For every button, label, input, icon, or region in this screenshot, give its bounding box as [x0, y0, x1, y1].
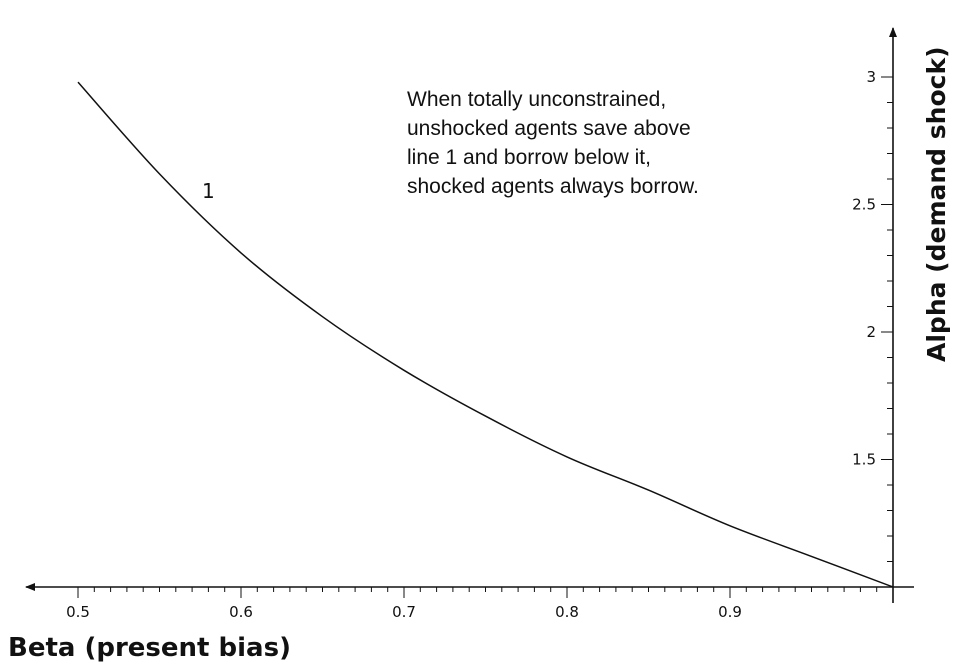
x-tick-label: 0.7 — [392, 603, 416, 621]
series-layer — [77, 81, 894, 588]
annotation-line-3: line 1 and borrow below it, — [407, 146, 651, 169]
y-tick-label: 1.5 — [852, 451, 876, 469]
annotation-line-4: shocked agents always borrow. — [407, 175, 699, 198]
axes — [25, 27, 914, 603]
y-tick-label: 2 — [866, 323, 876, 341]
y-tick-label: 3 — [866, 68, 876, 86]
x-tick-label: 0.6 — [229, 603, 253, 621]
annotation-line-1: When totally unconstrained, — [407, 88, 666, 111]
y-tick-label: 2.5 — [852, 196, 876, 214]
series-line-1 — [77, 81, 894, 588]
x-tick-label: 0.8 — [555, 603, 579, 621]
y-axis-title: Alpha (demand shock) — [922, 46, 951, 362]
x-tick-label: 0.5 — [66, 603, 90, 621]
ticks: 0.5 0.6 0.7 0.8 0.9 1.5 2 2.5 3 — [66, 68, 893, 621]
annotation-text: When totally unconstrained, unshocked ag… — [407, 88, 699, 198]
curve-label: 1 — [202, 179, 215, 203]
annotation-line-2: unshocked agents save above — [407, 117, 691, 140]
x-axis-title: Beta (present bias) — [8, 633, 291, 663]
x-tick-label: 0.9 — [718, 603, 742, 621]
